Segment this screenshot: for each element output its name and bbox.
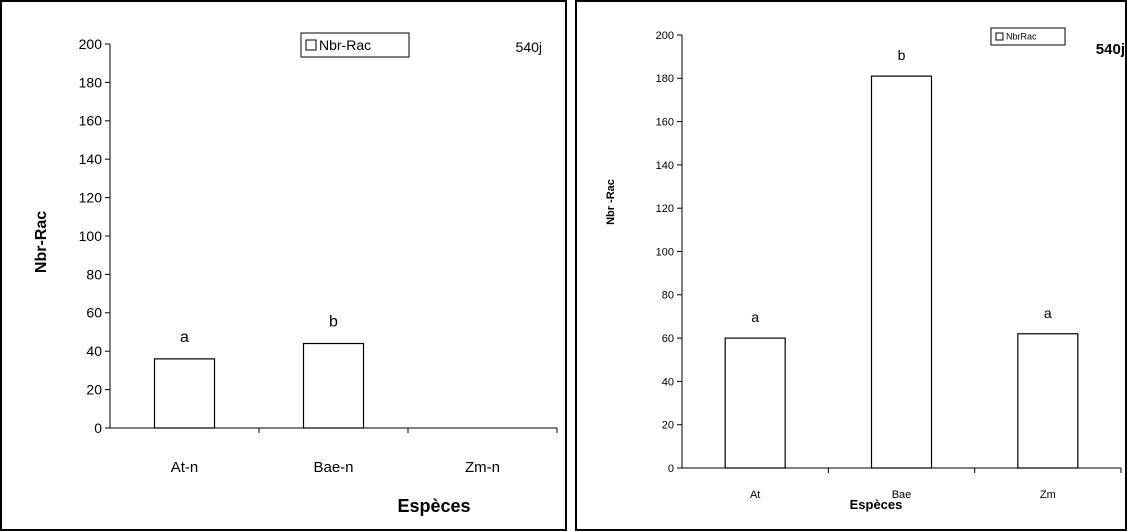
x-tick-label: Bae-n bbox=[313, 459, 353, 476]
bar-significance-letter: a bbox=[1044, 305, 1052, 321]
y-tick-label: 0 bbox=[94, 420, 102, 436]
bar-chart-left: 0 20 40 60 80 100 120 140 160 180 200 At-n a Bae-n b Zm… bbox=[33, 32, 558, 516]
y-tick-label: 160 bbox=[79, 113, 103, 129]
legend-swatch bbox=[995, 32, 1004, 41]
x-axis-title: Espèces bbox=[850, 497, 903, 512]
x-tick-label: Zm bbox=[1040, 489, 1056, 501]
x-tick-label: Bae bbox=[892, 489, 912, 501]
legend-label: NbrRac bbox=[1006, 32, 1037, 42]
legend-box bbox=[990, 27, 1066, 46]
y-tick-label: 200 bbox=[656, 30, 674, 42]
y-axis-title: Nbr -Rac bbox=[605, 179, 617, 225]
y-tick-label: 80 bbox=[86, 266, 102, 282]
legend-box bbox=[300, 32, 410, 58]
y-tick-label: 140 bbox=[79, 151, 103, 167]
chart-panel-right: 0 20 40 60 80 100 120 140 160 180 200 At a Bae b Zm a Esp… bbox=[575, 0, 1127, 531]
x-tick-label: At-n bbox=[171, 459, 199, 476]
y-tick-label: 60 bbox=[86, 305, 102, 321]
y-tick-label: 160 bbox=[656, 116, 674, 128]
y-tick-label: 20 bbox=[662, 420, 674, 432]
x-tick-label: Zm-n bbox=[465, 459, 500, 476]
y-tick-label: 120 bbox=[79, 190, 103, 206]
bar-at-n bbox=[153, 358, 216, 429]
x-tick-label: At bbox=[750, 489, 760, 501]
y-tick-label: 200 bbox=[79, 36, 103, 52]
y-tick-label: 100 bbox=[79, 228, 103, 244]
bar-at bbox=[724, 337, 786, 469]
bar-significance-letter: b bbox=[329, 314, 338, 331]
y-tick-label: 100 bbox=[656, 246, 674, 258]
legend-label: Nbr-Rac bbox=[319, 37, 371, 53]
chart-annotation: 540j bbox=[516, 39, 542, 55]
legend-swatch bbox=[305, 39, 317, 51]
y-tick-label: 180 bbox=[79, 74, 103, 90]
y-tick-label: 40 bbox=[86, 343, 102, 359]
y-tick-label: 80 bbox=[662, 290, 674, 302]
y-tick-label: 180 bbox=[656, 73, 674, 85]
y-tick-label: 120 bbox=[656, 203, 674, 215]
chart-panel-left: 0 20 40 60 80 100 120 140 160 180 200 At-n a Bae-n b Zm… bbox=[0, 0, 567, 531]
bar-chart-right: 0 20 40 60 80 100 120 140 160 180 200 At a Bae b Zm a Esp… bbox=[605, 27, 1125, 512]
bar-bae bbox=[870, 75, 933, 469]
bar-bae-n bbox=[302, 342, 365, 429]
y-tick-label: 40 bbox=[662, 376, 674, 388]
y-tick-label: 20 bbox=[86, 382, 102, 398]
y-tick-label: 140 bbox=[656, 160, 674, 172]
bar-significance-letter: a bbox=[751, 309, 759, 325]
bar-zm bbox=[1017, 333, 1079, 469]
y-axis-title: Nbr-Rac bbox=[33, 211, 50, 273]
bar-significance-letter: b bbox=[898, 47, 906, 63]
y-tick-label: 60 bbox=[662, 333, 674, 345]
bar-significance-letter: a bbox=[180, 329, 189, 346]
x-axis-title: Espèces bbox=[397, 496, 470, 516]
chart-annotation: 540j bbox=[1096, 41, 1125, 58]
y-tick-label: 0 bbox=[668, 463, 674, 475]
